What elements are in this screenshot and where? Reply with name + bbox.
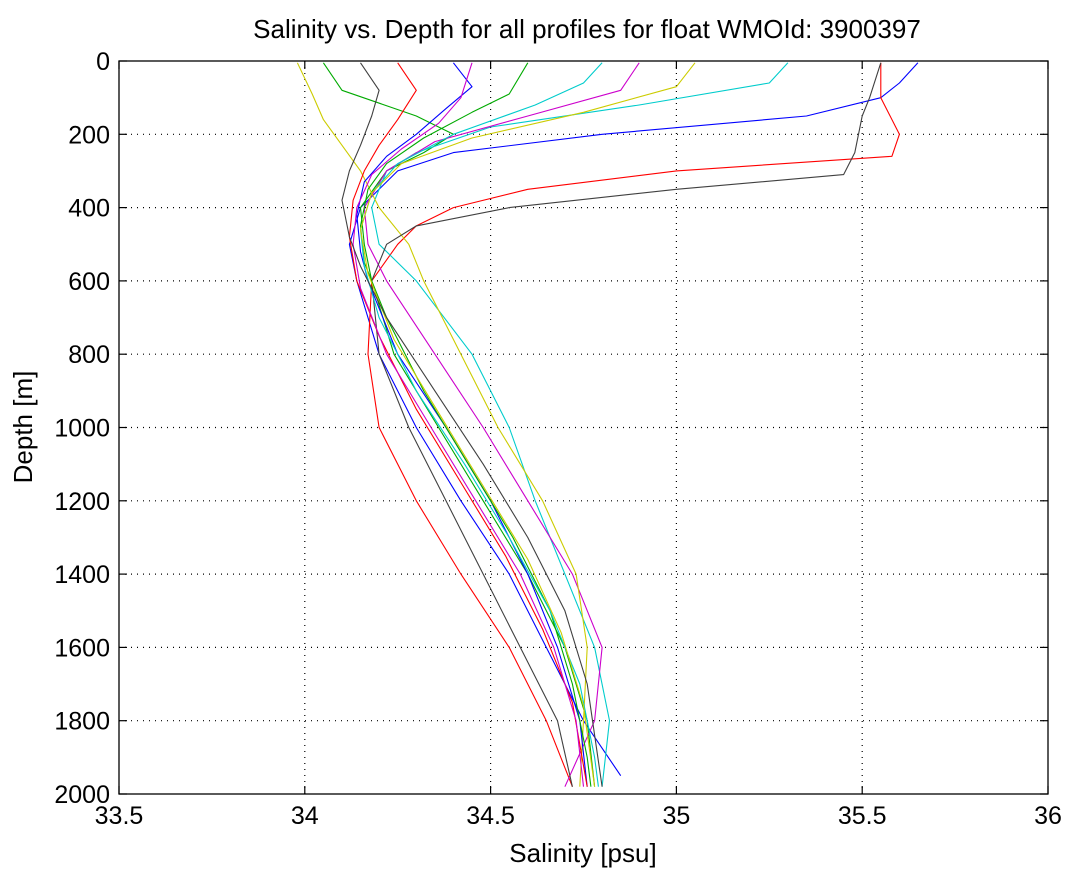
y-tick-label: 800 (68, 341, 110, 369)
profile-line (322, 62, 596, 787)
profile-line (371, 62, 882, 787)
x-tick-label: 35.5 (838, 802, 887, 830)
profile-line (367, 62, 900, 787)
grid-layer (119, 61, 1048, 794)
y-tick-labels: 0 200 400 600 800 1000 1200 1400 1600 1800 2000 (54, 48, 110, 809)
plot-area (296, 62, 919, 787)
profile-line (359, 62, 592, 787)
profile-line (363, 62, 640, 787)
y-tick-label: 2000 (54, 781, 110, 809)
y-tick-label: 1400 (54, 561, 110, 589)
profile-line (359, 62, 603, 787)
ticks-layer (118, 60, 1049, 795)
x-tick-label: 36 (1034, 802, 1062, 830)
profile-line (296, 62, 588, 787)
x-tick-label: 34 (291, 802, 319, 830)
y-tick-label: 600 (68, 268, 110, 296)
profile-line (359, 62, 696, 787)
y-tick-label: 1200 (54, 488, 110, 516)
x-axis-label: Salinity [psu] (509, 838, 656, 868)
x-tick-labels: 33.5 34 34.5 35 35.5 36 (95, 802, 1062, 830)
profile-line (348, 62, 919, 777)
profile-line (341, 62, 603, 787)
x-tick-label: 33.5 (95, 802, 144, 830)
chart-title: Salinity vs. Depth for all profiles for … (253, 14, 921, 44)
x-tick-label: 35 (662, 802, 690, 830)
y-tick-label: 1000 (54, 415, 110, 443)
profile-line (348, 62, 588, 787)
y-tick-label: 0 (96, 48, 110, 76)
y-tick-label: 1800 (54, 708, 110, 736)
profile-line (352, 62, 585, 787)
x-tick-label: 34.5 (466, 802, 515, 830)
y-tick-label: 200 (68, 121, 110, 149)
y-tick-label: 1600 (54, 634, 110, 662)
y-axis-label: Depth [m] (8, 371, 38, 484)
y-tick-label: 400 (68, 195, 110, 223)
profile-line (371, 62, 789, 787)
